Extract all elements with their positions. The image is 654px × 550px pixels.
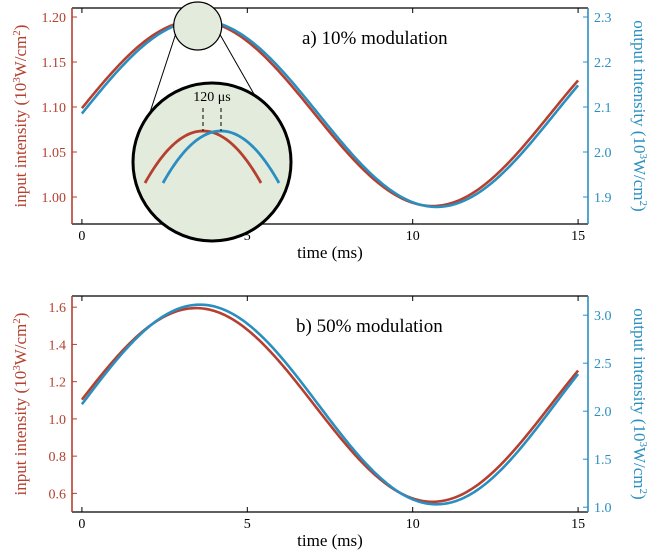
- axis-label-part: 3: [637, 441, 649, 447]
- x-tick-label: 5: [244, 517, 251, 532]
- y-right-axis-label: output intensity (103W/cm2): [630, 308, 649, 499]
- x-tick-label: 0: [78, 229, 85, 244]
- axis-label-part: 2: [11, 30, 23, 36]
- axis-label-part: ): [11, 313, 30, 319]
- x-tick-label: 15: [571, 229, 585, 244]
- y-left-tick-label: 1.10: [42, 101, 67, 116]
- axis-label-part: W/cm: [630, 159, 649, 201]
- output-intensity-line: [80, 303, 580, 506]
- y-right-tick-label: 1.9: [594, 191, 612, 206]
- panel-a: 0 5 10 15 1.00 1.05 1.10 1.15 1.20 1.9 2.0 2.1 2.2 2.…: [42, 1, 612, 262]
- axis-label-part: 3: [637, 153, 649, 159]
- panel-title: a) 10% modulation: [302, 28, 448, 49]
- axis-label-part: W/cm: [630, 447, 649, 489]
- y-right-tick-label: 2.1: [594, 101, 612, 116]
- input-intensity-line: [80, 19, 580, 208]
- x-tick-label: 10: [406, 517, 420, 532]
- input-intensity-line: [80, 306, 580, 504]
- y-left-tick-label: 1.00: [42, 191, 67, 206]
- y-right-tick-label: 1.0: [594, 501, 612, 516]
- panel-b: 0 5 10 15 0.6 0.8 1.0 1.2 1.4 1.6 1.0 1.5 2.0 2.5 3.0 b…: [49, 295, 612, 550]
- y-right-tick-label: 2.2: [594, 56, 612, 71]
- y-left-tick-label: 1.2: [49, 376, 67, 391]
- x-tick-label: 15: [571, 517, 585, 532]
- axis-label-part: ): [630, 206, 649, 212]
- panel-title: b) 50% modulation: [296, 316, 443, 337]
- axis-label-part: 2: [637, 489, 649, 495]
- axis-label-part: W/cm: [11, 36, 30, 78]
- axis-label-part: input intensity (10: [11, 83, 30, 208]
- y-left-axis-label: input intensity (103W/cm2): [11, 25, 30, 208]
- y-right-tick-label: 2.0: [594, 146, 612, 161]
- y-left-tick-label: 0.8: [49, 450, 67, 465]
- x-axis-label: time (ms): [297, 243, 363, 262]
- y-right-tick-label: 1.5: [594, 453, 612, 468]
- axis-label-part: W/cm: [11, 324, 30, 366]
- x-tick-label: 5: [244, 229, 251, 244]
- y-left-tick-label: 1.6: [49, 301, 67, 316]
- axis-label-part: ): [630, 494, 649, 500]
- inset-circle: [131, 81, 293, 243]
- y-left-tick-label: 1.0: [49, 413, 67, 428]
- x-tick-label: 10: [406, 229, 420, 244]
- y-right-tick-label: 2.0: [594, 405, 612, 420]
- y-right-tick-label: 2.3: [594, 11, 612, 26]
- output-intensity-line: [80, 19, 580, 209]
- zoom-circle: [173, 1, 223, 51]
- axis-label-part: ): [11, 25, 30, 31]
- axis-label-part: 3: [11, 365, 23, 371]
- x-tick-label: 0: [78, 517, 85, 532]
- y-left-tick-label: 1.05: [42, 146, 67, 161]
- y-right-tick-label: 3.0: [594, 309, 612, 324]
- axis-label-part: output intensity (10: [630, 308, 649, 441]
- y-left-tick-label: 1.4: [49, 338, 67, 353]
- x-axis-label: time (ms): [297, 531, 363, 550]
- axis-label-part: 2: [637, 201, 649, 207]
- y-left-tick-label: 1.20: [42, 11, 67, 26]
- inset-delay-label: 120 μs: [193, 90, 230, 105]
- y-left-axis-label: input intensity (103W/cm2): [11, 313, 30, 496]
- y-left-tick-label: 0.6: [49, 487, 67, 502]
- axis-label-part: 3: [11, 77, 23, 83]
- axis-label-part: input intensity (10: [11, 371, 30, 496]
- axis-label-part: 2: [11, 318, 23, 324]
- y-left-tick-label: 1.15: [42, 56, 67, 71]
- y-right-axis-label: output intensity (103W/cm2): [630, 20, 649, 211]
- y-right-tick-label: 2.5: [594, 357, 612, 372]
- axis-label-part: output intensity (10: [630, 20, 649, 153]
